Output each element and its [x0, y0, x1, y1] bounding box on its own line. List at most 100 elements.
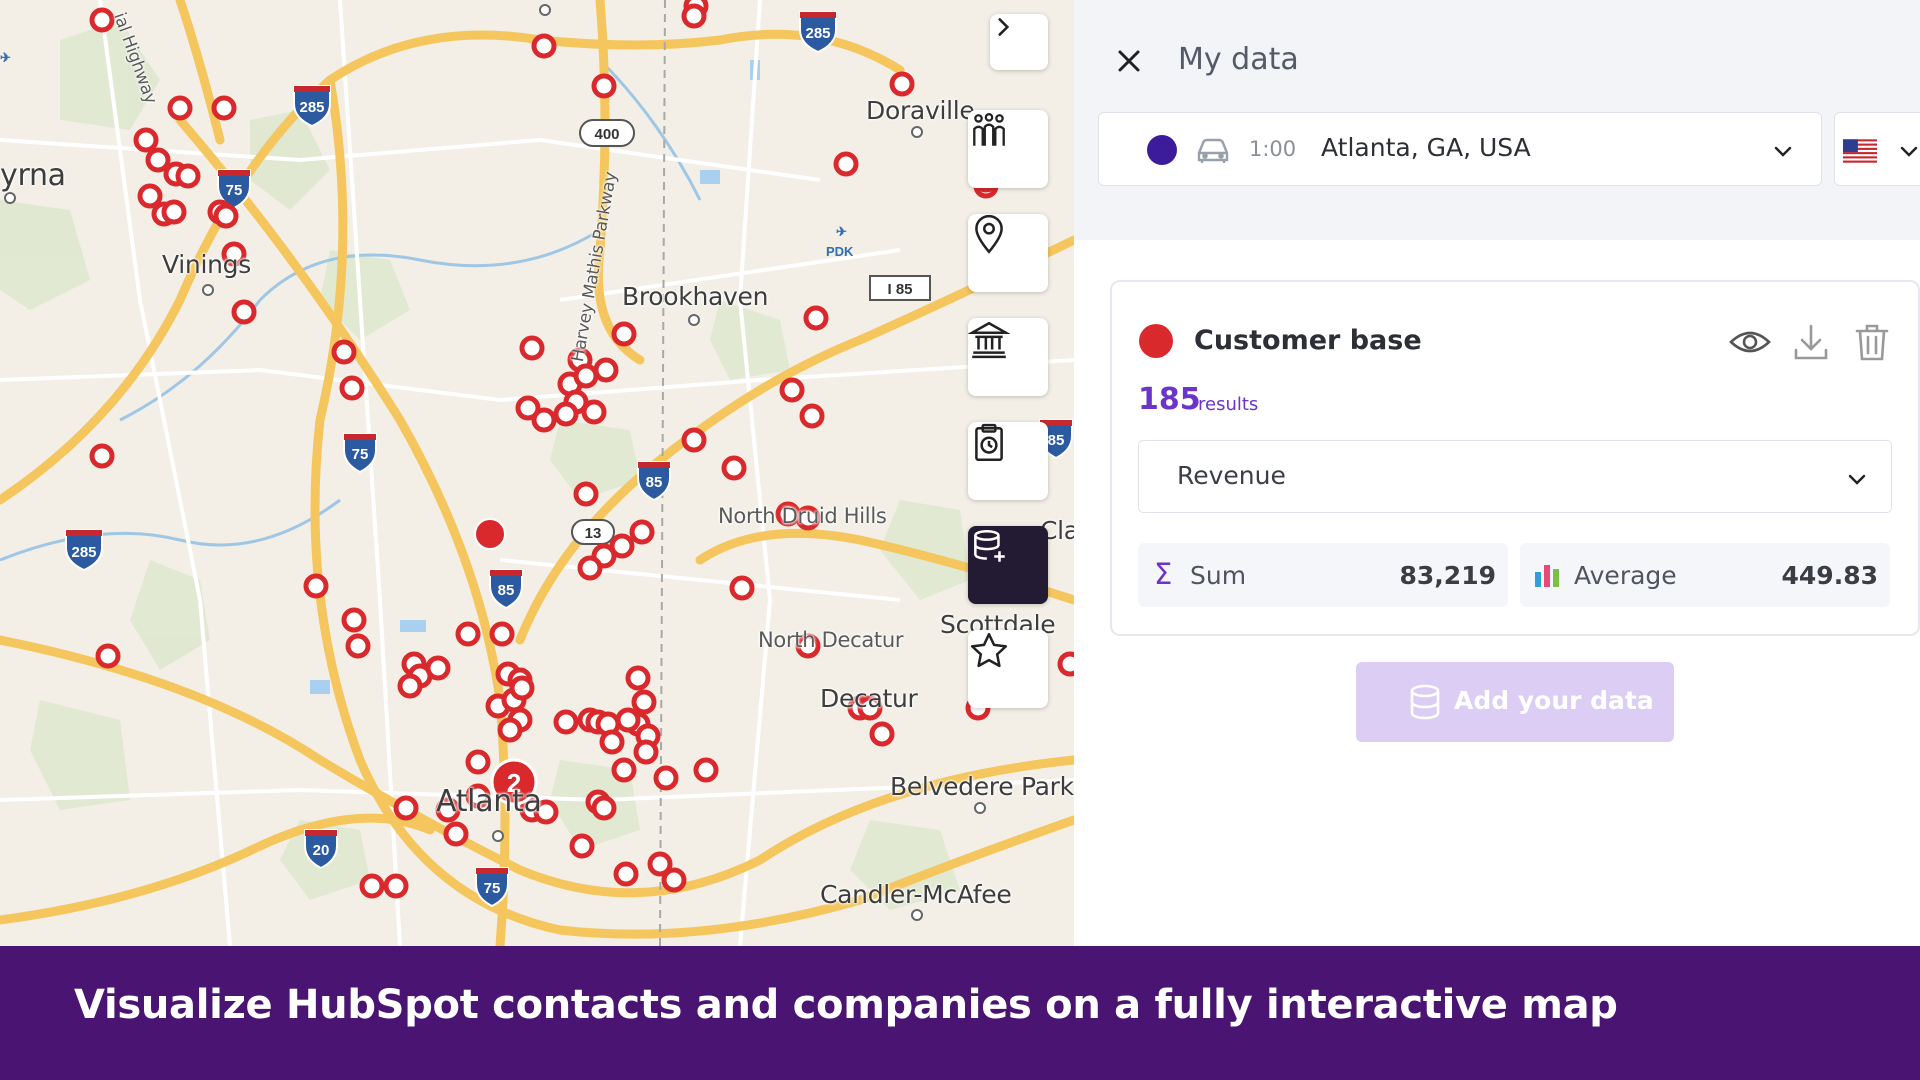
map-marker[interactable] — [89, 7, 115, 33]
map-marker[interactable] — [681, 427, 707, 453]
map-marker[interactable] — [591, 795, 617, 821]
map-marker[interactable] — [474, 518, 506, 550]
map-marker[interactable] — [455, 621, 481, 647]
map-marker[interactable] — [425, 655, 451, 681]
map-marker[interactable] — [799, 403, 825, 429]
map-marker[interactable] — [89, 443, 115, 469]
map-marker[interactable] — [633, 739, 659, 765]
map-marker[interactable] — [611, 321, 637, 347]
map-marker[interactable] — [489, 621, 515, 647]
map-marker[interactable] — [145, 147, 171, 173]
map-marker[interactable] — [631, 689, 657, 715]
close-panel-button[interactable] — [1112, 44, 1146, 78]
map-marker[interactable] — [133, 127, 159, 153]
map-view[interactable]: 285 285 75 400 I 85 85 75 85 13 285 85 2… — [0, 0, 1074, 946]
map-marker[interactable] — [515, 395, 541, 421]
population-tool-button[interactable] — [968, 110, 1048, 188]
map-marker[interactable] — [531, 407, 557, 433]
sum-value: 83,219 — [1399, 561, 1496, 590]
map-marker[interactable] — [531, 33, 557, 59]
location-select[interactable]: 1:00 Atlanta, GA, USA — [1098, 112, 1822, 186]
map-marker[interactable] — [443, 821, 469, 847]
map-marker[interactable] — [1057, 651, 1074, 677]
download-button[interactable] — [1792, 322, 1830, 362]
map-marker[interactable] — [137, 183, 163, 209]
map-marker[interactable] — [95, 643, 121, 669]
place-label-belvedere-park: Belvedere Park — [890, 772, 1074, 801]
map-marker[interactable] — [857, 695, 883, 721]
map-marker[interactable] — [577, 555, 603, 581]
map-marker[interactable] — [497, 717, 523, 743]
map-marker[interactable] — [167, 95, 193, 121]
map-marker[interactable] — [613, 861, 639, 887]
svg-text:85: 85 — [498, 582, 515, 599]
map-marker[interactable] — [175, 163, 201, 189]
add-data-button[interactable]: Add your data — [1356, 662, 1674, 742]
map-marker[interactable] — [573, 363, 599, 389]
delete-layer-button[interactable] — [1854, 322, 1890, 362]
map-marker[interactable] — [435, 797, 461, 823]
map-marker[interactable] — [465, 783, 491, 809]
map-marker[interactable] — [519, 335, 545, 361]
map-marker[interactable] — [393, 795, 419, 821]
map-marker[interactable] — [661, 867, 687, 893]
map-marker[interactable] — [591, 73, 617, 99]
map-marker[interactable] — [729, 575, 755, 601]
map-marker[interactable] — [615, 707, 641, 733]
map-marker[interactable] — [161, 199, 187, 225]
map-marker[interactable] — [611, 757, 637, 783]
map-marker[interactable] — [573, 481, 599, 507]
marker-layer[interactable] — [89, 0, 1074, 899]
map-marker[interactable] — [383, 873, 409, 899]
map-marker[interactable] — [775, 501, 801, 527]
map-marker[interactable] — [833, 151, 859, 177]
map-marker[interactable] — [331, 339, 357, 365]
map-marker[interactable] — [303, 573, 329, 599]
map-marker[interactable] — [803, 305, 829, 331]
favorites-tool-button[interactable] — [968, 630, 1048, 708]
map-marker[interactable] — [681, 3, 707, 29]
map-marker[interactable] — [213, 203, 239, 229]
svg-text:13: 13 — [585, 525, 602, 542]
map-marker[interactable] — [721, 455, 747, 481]
map-marker[interactable] — [553, 709, 579, 735]
map-marker[interactable] — [647, 851, 673, 877]
map-marker[interactable] — [341, 607, 367, 633]
map-marker[interactable] — [795, 633, 821, 659]
map-marker[interactable] — [339, 375, 365, 401]
map-marker[interactable] — [231, 299, 257, 325]
map-marker[interactable] — [345, 633, 371, 659]
map-marker[interactable] — [465, 749, 491, 775]
map-marker[interactable] — [581, 399, 607, 425]
map-marker[interactable] — [569, 833, 595, 859]
svg-text:285: 285 — [71, 544, 96, 561]
institutions-tool-button[interactable] — [968, 318, 1048, 396]
map-marker[interactable] — [509, 675, 535, 701]
map-marker[interactable] — [599, 729, 625, 755]
map-canvas[interactable]: 285 285 75 400 I 85 85 75 85 13 285 85 2… — [0, 0, 1074, 946]
map-marker[interactable] — [221, 241, 247, 267]
map-marker[interactable] — [211, 95, 237, 121]
map-marker[interactable] — [397, 673, 423, 699]
map-marker[interactable] — [593, 357, 619, 383]
map-marker[interactable] — [629, 519, 655, 545]
expand-panel-button[interactable] — [990, 14, 1048, 70]
map-marker[interactable] — [533, 799, 559, 825]
map-marker[interactable] — [693, 757, 719, 783]
map-marker[interactable] — [625, 665, 651, 691]
location-tool-button[interactable] — [968, 214, 1048, 292]
reports-tool-button[interactable] — [968, 422, 1048, 500]
map-marker[interactable] — [889, 71, 915, 97]
map-marker[interactable] — [869, 721, 895, 747]
country-select[interactable] — [1834, 112, 1920, 186]
map-marker[interactable] — [553, 401, 579, 427]
map-marker[interactable] — [779, 377, 805, 403]
marker-cluster[interactable]: 2 — [490, 758, 538, 806]
data-tool-button[interactable] — [968, 526, 1048, 604]
map-marker[interactable] — [609, 533, 635, 559]
map-marker[interactable] — [359, 873, 385, 899]
place-label-doraville: Doraville — [866, 96, 975, 125]
map-marker[interactable] — [653, 765, 679, 791]
toggle-visibility-button[interactable] — [1728, 322, 1772, 362]
metric-select[interactable]: Revenue — [1138, 440, 1892, 513]
